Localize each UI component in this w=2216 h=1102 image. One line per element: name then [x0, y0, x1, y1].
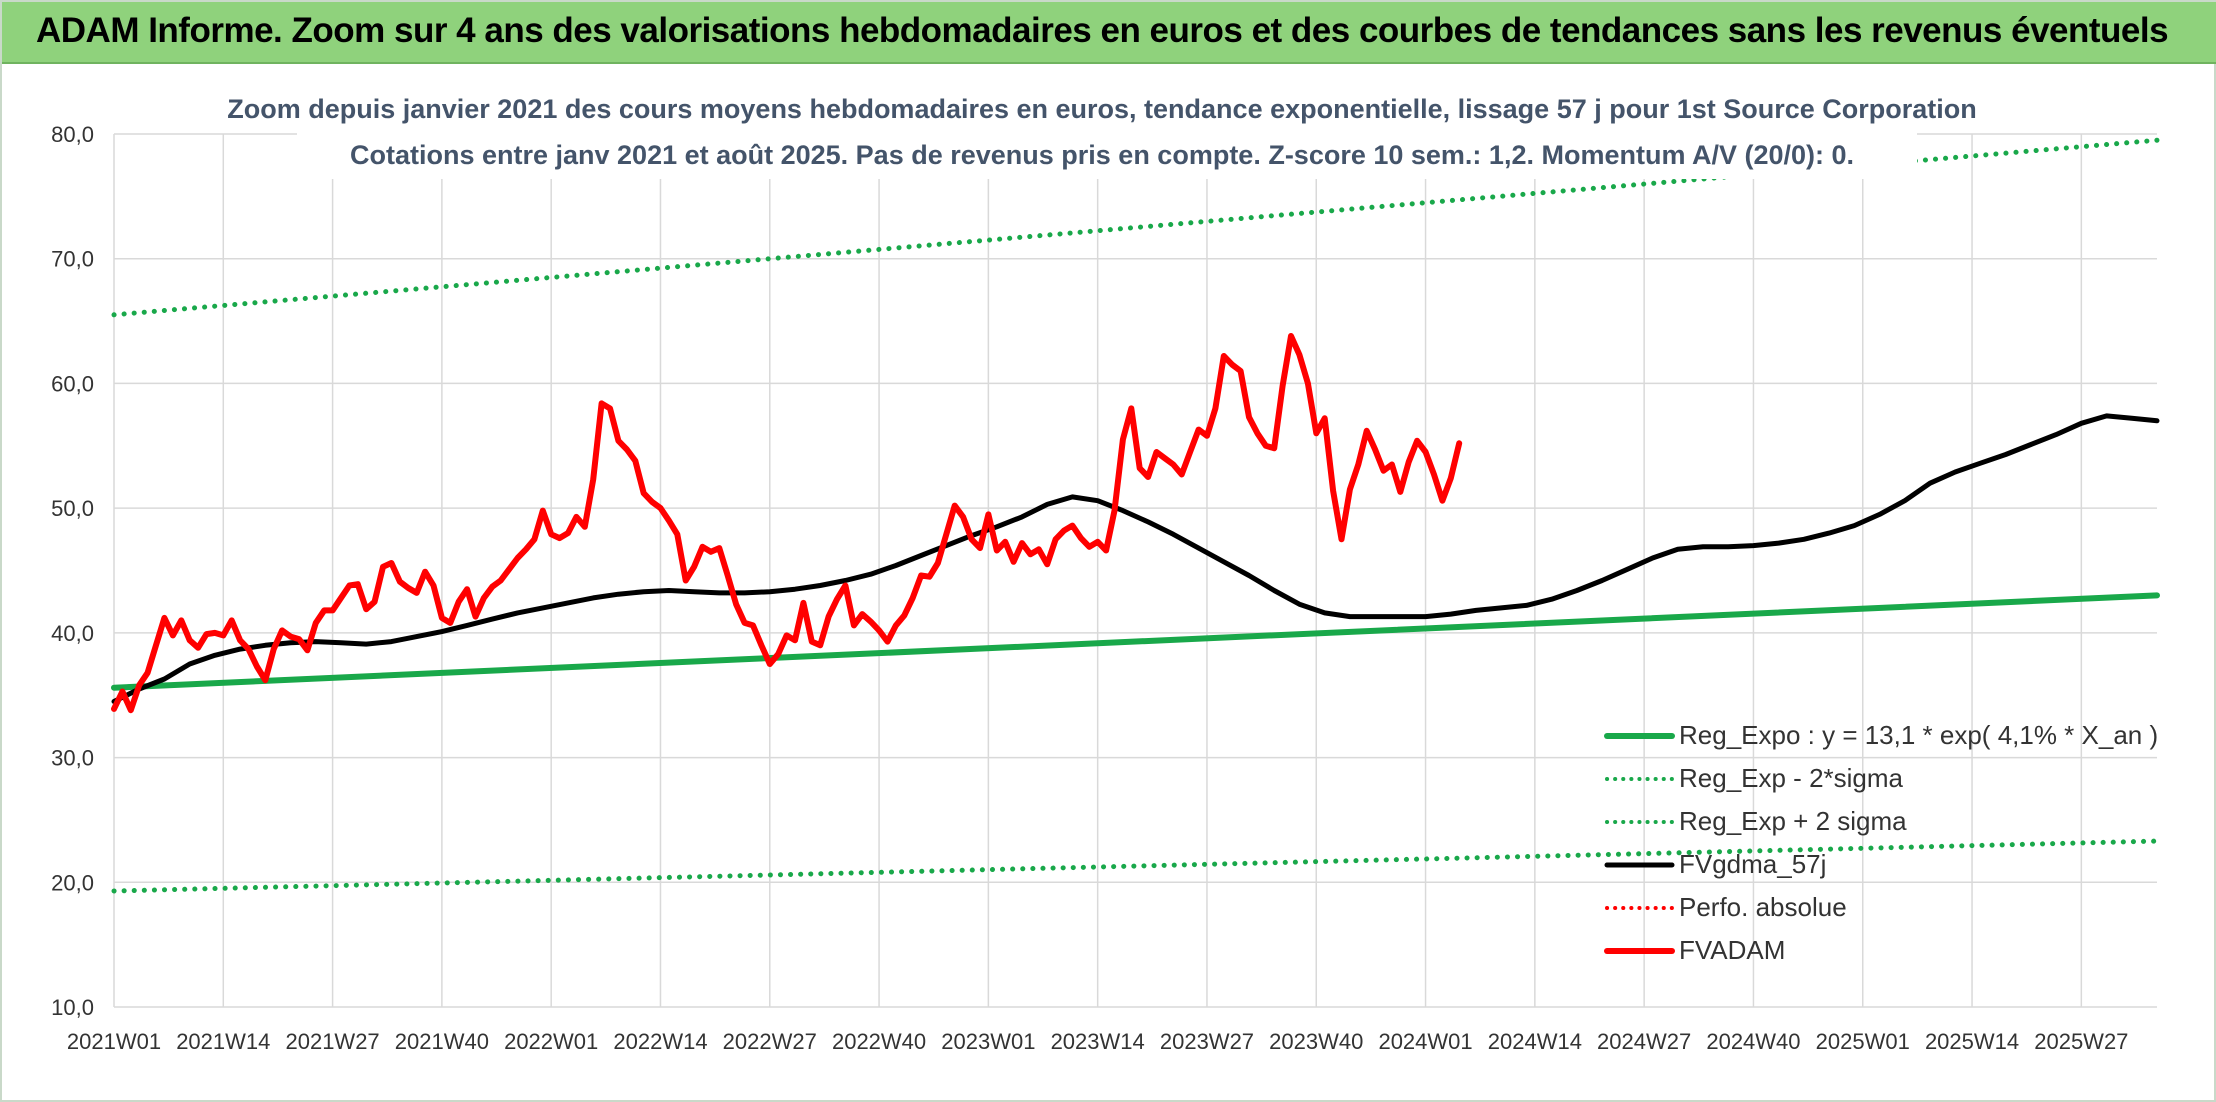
gridlines [113, 133, 2157, 1008]
x-tick-label: 2025W14 [1925, 1029, 2019, 1054]
y-tick-label: 40,0 [51, 621, 94, 646]
x-tick-label: 2022W40 [832, 1029, 926, 1054]
x-tick-label: 2023W01 [941, 1029, 1035, 1054]
y-tick-label: 50,0 [51, 496, 94, 521]
series-line-1 [111, 838, 2160, 894]
x-tick-label: 2022W27 [723, 1029, 817, 1054]
series-line-3 [111, 413, 2160, 704]
x-tick-label: 2025W01 [1816, 1029, 1910, 1054]
legend-label-5: FVADAM [1679, 935, 1785, 965]
legend-label-0: Reg_Expo : y = 13,1 * exp( 4,1% * X_an ) [1679, 720, 2158, 750]
y-tick-label: 70,0 [51, 247, 94, 272]
series-line-0 [111, 592, 2160, 691]
x-tick-label: 2021W14 [176, 1029, 270, 1054]
x-tick-label: 2021W27 [285, 1029, 379, 1054]
y-tick-label: 10,0 [51, 995, 94, 1020]
axes: 10,0 20,0 30,0 40,0 50,0 60,0 70,0 80,0 2021W01 2… [51, 122, 2128, 1054]
subtitle-line-2: Cotations entre janv 2021 et août 2025. … [350, 140, 1854, 170]
x-tick-label: 2023W27 [1160, 1029, 1254, 1054]
x-tick-label: 2021W01 [67, 1029, 161, 1054]
y-tick-label: 20,0 [51, 870, 94, 895]
y-tick-label: 60,0 [51, 371, 94, 396]
legend: Reg_Expo : y = 13,1 * exp( 4,1% * X_an )… [1604, 720, 2158, 965]
legend-label-3: FVgdma_57j [1679, 849, 1826, 879]
subtitle-line-1: Zoom depuis janvier 2021 des cours moyen… [227, 94, 1977, 124]
x-tick-label: 2024W01 [1378, 1029, 1472, 1054]
chart-subtitle: Zoom depuis janvier 2021 des cours moyen… [227, 87, 1977, 179]
x-tick-label: 2022W14 [613, 1029, 707, 1054]
x-tick-label: 2024W40 [1706, 1029, 1800, 1054]
x-tick-label: 2023W14 [1051, 1029, 1145, 1054]
x-tick-label: 2023W40 [1269, 1029, 1363, 1054]
y-tick-label: 80,0 [51, 122, 94, 147]
page-title: ADAM Informe. Zoom sur 4 ans des valoris… [36, 11, 2169, 50]
x-tick-label: 2024W27 [1597, 1029, 1691, 1054]
legend-label-2: Reg_Exp + 2 sigma [1679, 806, 1907, 836]
header-bar: ADAM Informe. Zoom sur 4 ans des valoris… [2, 2, 2216, 64]
series-line-5 [111, 333, 1463, 714]
x-tick-label: 2024W14 [1488, 1029, 1582, 1054]
x-tick-label: 2021W40 [395, 1029, 489, 1054]
y-tick-label: 30,0 [51, 746, 94, 771]
legend-label-1: Reg_Exp - 2*sigma [1679, 763, 1904, 793]
subtitle-background [297, 87, 1917, 179]
x-tick-label: 2025W27 [2034, 1029, 2128, 1054]
legend-label-4: Perfo. absolue [1679, 892, 1847, 922]
x-tick-label: 2022W01 [504, 1029, 598, 1054]
